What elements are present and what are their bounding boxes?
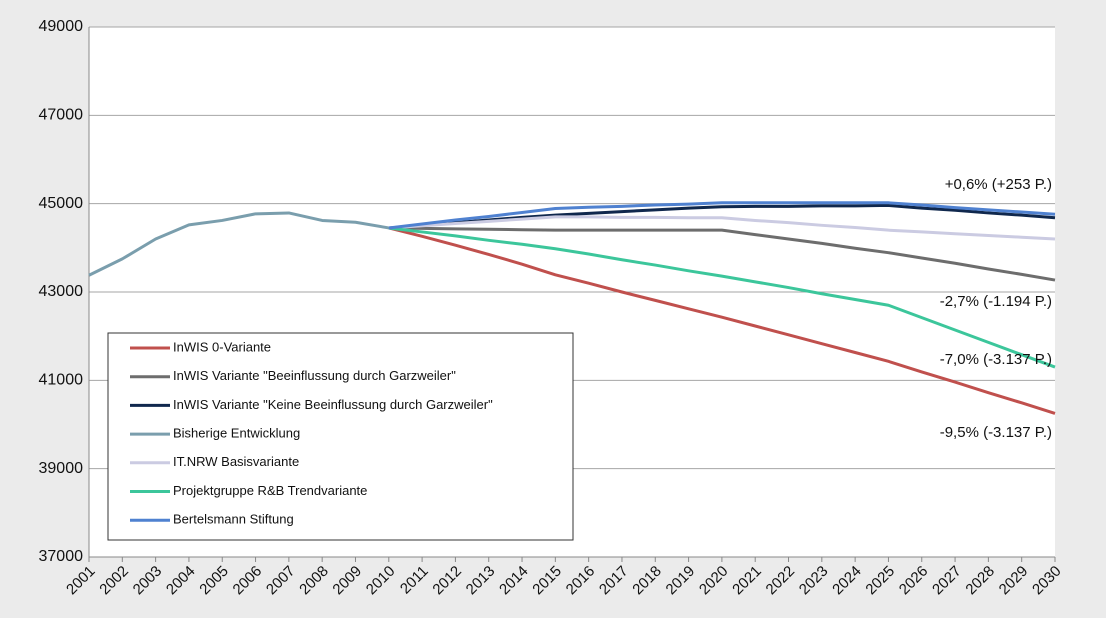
series-line — [388, 215, 1056, 241]
y-tick-label: 37000 — [39, 548, 84, 565]
y-tick-label: 45000 — [39, 195, 84, 212]
y-tick-label: 39000 — [39, 460, 84, 477]
series-line — [388, 226, 1056, 369]
annotation: -7,0% (-3.137 P.) — [940, 351, 1052, 368]
y-tick-label: 47000 — [39, 107, 84, 124]
annotation: -9,5% (-3.137 P.) — [940, 424, 1052, 441]
series-line — [388, 226, 1056, 415]
series-line — [88, 211, 390, 277]
y-tick-label: 41000 — [39, 372, 84, 389]
legend-label: Bertelsmann Stiftung — [173, 512, 294, 527]
annotation: +0,6% (+253 P.) — [945, 176, 1052, 193]
legend-label: InWIS 0-Variante — [173, 339, 271, 354]
legend: InWIS 0-Variante InWIS Variante "Beeinflu… — [107, 332, 574, 541]
y-tick-label: 43000 — [39, 283, 84, 300]
y-tick-label: 49000 — [39, 18, 84, 35]
legend-label: InWIS Variante "Beeinflussung durch Garz… — [173, 368, 456, 383]
legend-label: Bisherige Entwicklung — [173, 426, 300, 441]
legend-box — [107, 332, 574, 541]
legend-label: Projektgruppe R&B Trendvariante — [173, 483, 367, 498]
series-line — [388, 201, 1056, 230]
legend-label: InWIS Variante "Keine Beeinflussung durc… — [173, 397, 493, 412]
annotation: -2,7% (-1.194 P.) — [940, 293, 1052, 310]
legend-label: IT.NRW Basisvariante — [173, 454, 299, 469]
series-line — [388, 226, 1056, 282]
